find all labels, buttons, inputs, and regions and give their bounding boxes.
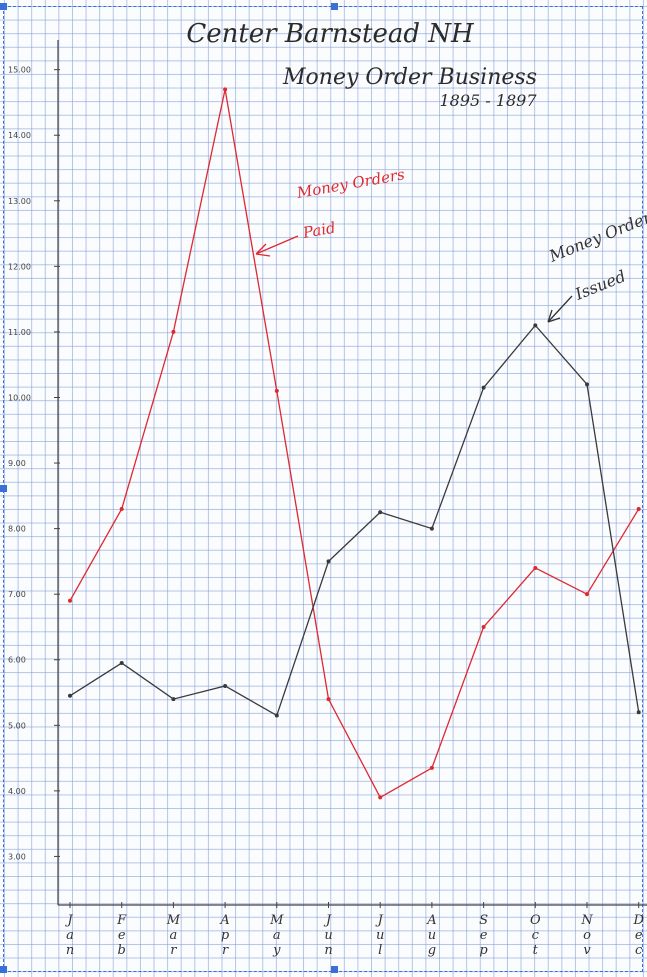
data-point: [429, 526, 434, 531]
data-point: [481, 385, 486, 390]
data-point: [429, 765, 434, 770]
y-tick-labels: 15.00 14.00 13.00 12.00 11.00 10.00 9.00 8.00 7.…: [8, 66, 60, 861]
data-point: [223, 87, 228, 92]
chart-title-line-1: Center Barnstead NH: [186, 19, 475, 49]
data-point: [274, 388, 279, 393]
selection-handle[interactable]: [331, 3, 338, 10]
annotation-paid-line-2: Paid: [301, 219, 337, 243]
data-point: [68, 693, 72, 698]
y-tick-label: 13.00: [8, 197, 31, 206]
annotation-paid: Money Orders Paid: [255, 165, 407, 257]
selection-handle[interactable]: [331, 966, 338, 973]
annotation-issued-line-1: Money Orders: [545, 205, 647, 267]
data-point: [585, 382, 589, 387]
chart-title-line-2: Money Order Business: [282, 65, 537, 90]
selection-handle[interactable]: [0, 485, 7, 492]
data-point: [68, 598, 72, 603]
data-point: [119, 661, 124, 666]
series-layer: [68, 87, 641, 800]
data-point: [326, 697, 331, 702]
data-point: [119, 506, 124, 511]
y-tick-label: 9.00: [8, 459, 26, 468]
y-tick-label: 10.00: [8, 393, 31, 402]
data-point: [378, 510, 383, 515]
y-tick-label: 7.00: [8, 590, 26, 599]
y-tick-label: 5.00: [8, 721, 26, 730]
annotation-issued-line-2: Issued: [571, 266, 628, 304]
chart-title-line-3: 1895 - 1897: [439, 91, 537, 110]
y-tick-label: 14.00: [8, 131, 31, 140]
annotation-issued: Money Orders Issued: [545, 205, 647, 323]
y-tick-label: 8.00: [8, 525, 26, 534]
selection-handle[interactable]: [0, 3, 7, 10]
y-tick-label: 3.00: [8, 852, 26, 861]
selection-handle[interactable]: [0, 966, 7, 973]
data-point: [585, 592, 589, 597]
data-point: [274, 713, 279, 718]
data-point: [636, 710, 641, 715]
y-tick-label: 11.00: [8, 328, 31, 337]
y-tick-label: 15.00: [8, 66, 31, 75]
annotation-paid-line-1: Money Orders: [295, 165, 407, 202]
data-point: [171, 329, 176, 334]
data-point: [533, 565, 538, 570]
y-tick-label: 6.00: [8, 656, 26, 665]
data-point: [481, 624, 486, 629]
data-point: [326, 559, 331, 564]
data-point: [378, 795, 383, 800]
series-line-paid: [69, 89, 640, 799]
data-point: [223, 683, 228, 688]
data-point: [636, 506, 641, 511]
annotation-paid-arrow: [255, 235, 299, 257]
y-tick-label: 4.00: [8, 787, 26, 796]
y-tick-label: 12.00: [8, 262, 31, 271]
data-point: [533, 323, 538, 328]
series-line-issued: [69, 324, 640, 717]
data-point: [171, 697, 176, 702]
annotation-issued-arrow: [547, 295, 573, 323]
